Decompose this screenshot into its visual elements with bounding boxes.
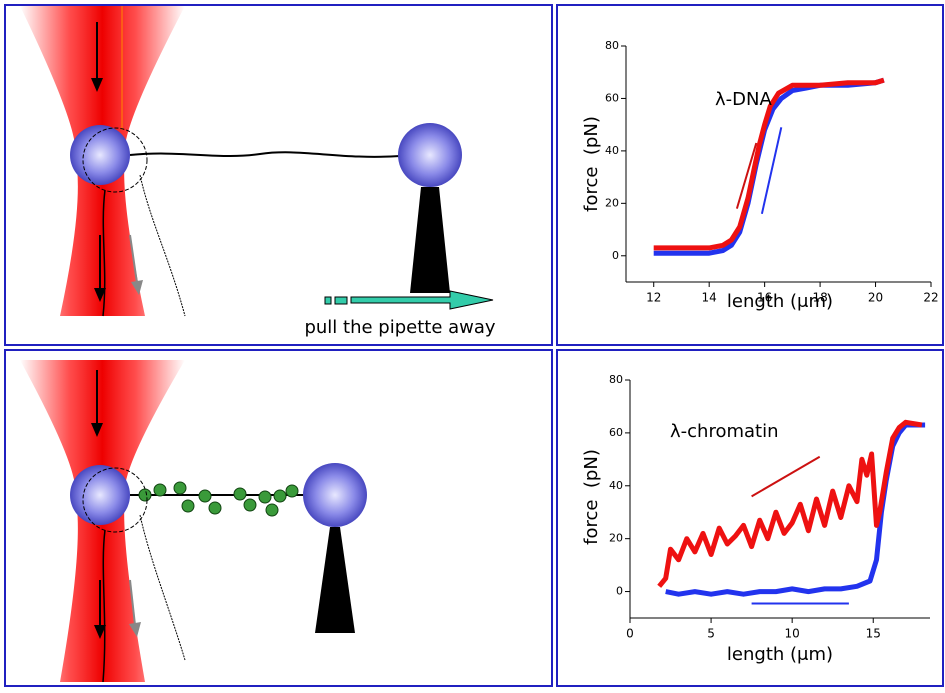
panel	[4, 349, 553, 687]
panel	[556, 4, 944, 346]
x-axis-label: length (μm)	[727, 644, 833, 665]
y-tick-label: 60	[605, 91, 619, 104]
y-tick-label: 40	[609, 479, 623, 492]
x-tick-label: 10	[785, 627, 800, 641]
y-tick-label: 0	[616, 585, 623, 598]
x-axis-label: length (μm)	[727, 291, 833, 312]
x-tick-label: 16	[757, 291, 772, 305]
guide-line	[751, 455, 821, 498]
y-tick-label: 0	[612, 249, 619, 262]
data-line	[657, 419, 923, 588]
y-tick-label: 20	[609, 532, 623, 545]
x-tick-label: 12	[646, 291, 661, 305]
x-tick-label: 20	[868, 291, 883, 305]
y-tick-label: 60	[609, 426, 623, 439]
y-axis-label: force (pN)	[581, 116, 602, 212]
y-tick-label: 40	[605, 144, 619, 157]
x-tick-label: 5	[707, 627, 715, 641]
guide-line	[760, 127, 783, 215]
y-axis-label: force (pN)	[581, 449, 602, 545]
annotation: λ-DNA	[715, 89, 772, 110]
panel	[4, 4, 553, 346]
y-tick-label: 80	[609, 373, 623, 386]
data-line	[653, 77, 885, 251]
guide-line	[735, 142, 758, 209]
x-tick-label: 14	[702, 291, 717, 305]
panel	[556, 349, 944, 687]
x-tick-label: 22	[923, 291, 938, 305]
diagram-bottom	[20, 360, 367, 683]
caption: pull the pipette away	[304, 317, 495, 338]
x-tick-label: 0	[626, 627, 634, 641]
y-tick-label: 80	[605, 39, 619, 52]
x-tick-label: 18	[812, 291, 827, 305]
x-tick-label: 15	[866, 627, 881, 641]
diagram-top: pull the pipette away	[20, 6, 496, 338]
y-tick-label: 20	[605, 196, 619, 209]
annotation: λ-chromatin	[670, 421, 779, 442]
